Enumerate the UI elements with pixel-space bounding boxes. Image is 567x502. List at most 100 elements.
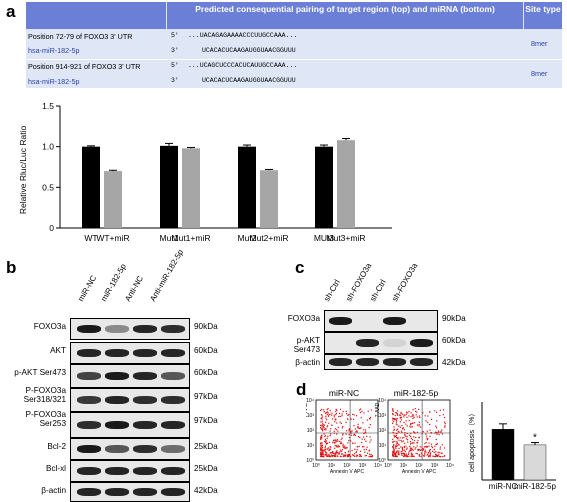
y-tick-label: 10³ (307, 413, 315, 419)
lane-label: sh-FOXO3a (390, 261, 420, 303)
flow-plot-title: miR-182-5p (394, 388, 439, 398)
blot-strip (70, 318, 190, 340)
blot-kda-label: 60kDa (194, 368, 218, 377)
blot-kda-label: 42kDa (194, 486, 218, 495)
blot-band (133, 445, 157, 453)
blot-band (77, 325, 101, 333)
blot-row-label: AKT (50, 346, 66, 355)
bar (260, 170, 278, 228)
target-pairing-table: Predicted consequential pairing of targe… (26, 2, 562, 88)
x-tick-label: 10¹ (400, 463, 408, 469)
blot-band (105, 372, 129, 380)
blot-kda-label: 97kDa (194, 416, 218, 425)
blot-band (133, 421, 157, 429)
panel-label-c: c (295, 258, 305, 277)
y-tick-label: 10⁴ (306, 398, 314, 404)
lane-label: sh-Ctrl (322, 278, 342, 303)
bar (238, 146, 256, 228)
blot-row-label: Bcl-xl (45, 464, 66, 473)
x-tick-label: Mut3+miR (327, 233, 366, 243)
bar (337, 140, 355, 228)
blot-band (133, 349, 157, 357)
table-header-pairing: Predicted consequential pairing of targe… (167, 2, 523, 29)
table-bottom-seq: UCACACUCAAGAUGGUAACGGUUU (202, 47, 296, 54)
blot-kda-label: 42kDa (442, 358, 466, 367)
x-tick-label: 10⁴ (446, 463, 454, 469)
significance-marker: * (533, 433, 537, 444)
blot-band (383, 339, 406, 347)
x-tick-label: 10⁴ (374, 463, 382, 469)
blot-row-label: FOXO3a (33, 322, 66, 331)
blot-strip (70, 364, 190, 388)
blot-band (161, 325, 185, 333)
x-tick-label: 10² (343, 463, 351, 469)
flow-cytometry-plots: miR-NC10⁰10⁰10¹10¹10²10²10³10³10⁴10⁴Anne… (306, 388, 556, 491)
bar (182, 148, 200, 228)
blot-strip (70, 460, 190, 482)
blot-strip (70, 388, 190, 412)
blot-band (161, 421, 185, 429)
blot-band (105, 488, 129, 496)
table-top-seq: ...UCAGCUCCCACUCAUUGCCAAA... (188, 62, 298, 69)
x-tick-label: WT (84, 233, 97, 243)
blot-strip (324, 354, 438, 370)
x-tick-label: Mut1 (160, 233, 179, 243)
blot-band (161, 445, 185, 453)
table-site: 8mer (531, 39, 548, 48)
y-tick-label: 10¹ (307, 443, 315, 449)
blot-strip (324, 332, 438, 354)
panel-label-b: b (6, 258, 17, 277)
blot-row-label: P-FOXO3a Ser318/321 (23, 386, 66, 404)
bar (523, 444, 547, 481)
x-tick-label: 10³ (359, 463, 367, 469)
blot-kda-label: 60kDa (442, 336, 466, 345)
western-blot-c: sh-Ctrl sh-FOXO3a sh-Ctrl sh-FOXO3a FOXO3a 90… (288, 258, 567, 380)
blot-band (161, 488, 185, 496)
blot-band (356, 339, 379, 347)
western-blot-b: miR-NC miR-182-5p Anti-NC Anti-miR-182-5p FO… (0, 248, 290, 502)
x-tick-label: Mut1+miR (172, 233, 211, 243)
blot-strip (70, 342, 190, 364)
blot-band (329, 358, 352, 366)
x-tick-label: miR-182-5p (514, 482, 556, 491)
y-tick-label: 0 (49, 223, 54, 233)
lane-label: Anti-NC (123, 274, 146, 303)
table-top-seq: ...UACAGAGAAAACCCUUGCCAAA... (188, 32, 298, 39)
y-tick-label: 10¹ (379, 443, 387, 449)
blot-band (133, 325, 157, 333)
blot-band (105, 445, 129, 453)
blot-band (161, 467, 185, 475)
y-axis-label: 7-AAD (306, 402, 309, 417)
blot-band (161, 349, 185, 357)
table-header-site: Site type (524, 2, 562, 29)
y-tick-label: 1.0 (42, 142, 54, 152)
blot-strip (70, 438, 190, 460)
blot-row-label: p-AKT Ser473 (14, 368, 66, 377)
blot-band (356, 358, 379, 366)
table-mirna: hsa-miR-182-5p (28, 46, 80, 55)
blot-band (105, 349, 129, 357)
x-tick-label: 10¹ (328, 463, 336, 469)
blot-kda-label: 25kDa (194, 442, 218, 451)
blot-row-label: β-actin (41, 486, 66, 495)
table-bottom-prefix: 3' (171, 47, 179, 54)
blot-band (105, 325, 129, 333)
blot-band (133, 488, 157, 496)
table-position: Position 72-79 of FOXO3 3' UTR (28, 32, 133, 41)
lane-label: Anti-miR-182-5p (148, 248, 186, 303)
table-position: Position 914-921 of FOXO3 3' UTR (28, 62, 141, 71)
blot-band (329, 317, 352, 325)
table-site: 8mer (531, 69, 548, 78)
luciferase-bar-chart: Relative Rluc/Luc Ratio 0 0.5 1.0 1.5 WTWT+… (18, 101, 392, 243)
table-top-prefix: 5' (171, 32, 179, 39)
blot-band (77, 396, 101, 404)
x-axis-label: Annexin V APC (330, 469, 365, 475)
blot-row-label: FOXO3a (287, 314, 320, 323)
x-tick-label: 10⁰ (312, 463, 320, 469)
x-tick-label: WT+miR (96, 233, 129, 243)
x-tick-label: MUt3 (314, 233, 335, 243)
x-tick-label: 10⁰ (384, 463, 392, 469)
